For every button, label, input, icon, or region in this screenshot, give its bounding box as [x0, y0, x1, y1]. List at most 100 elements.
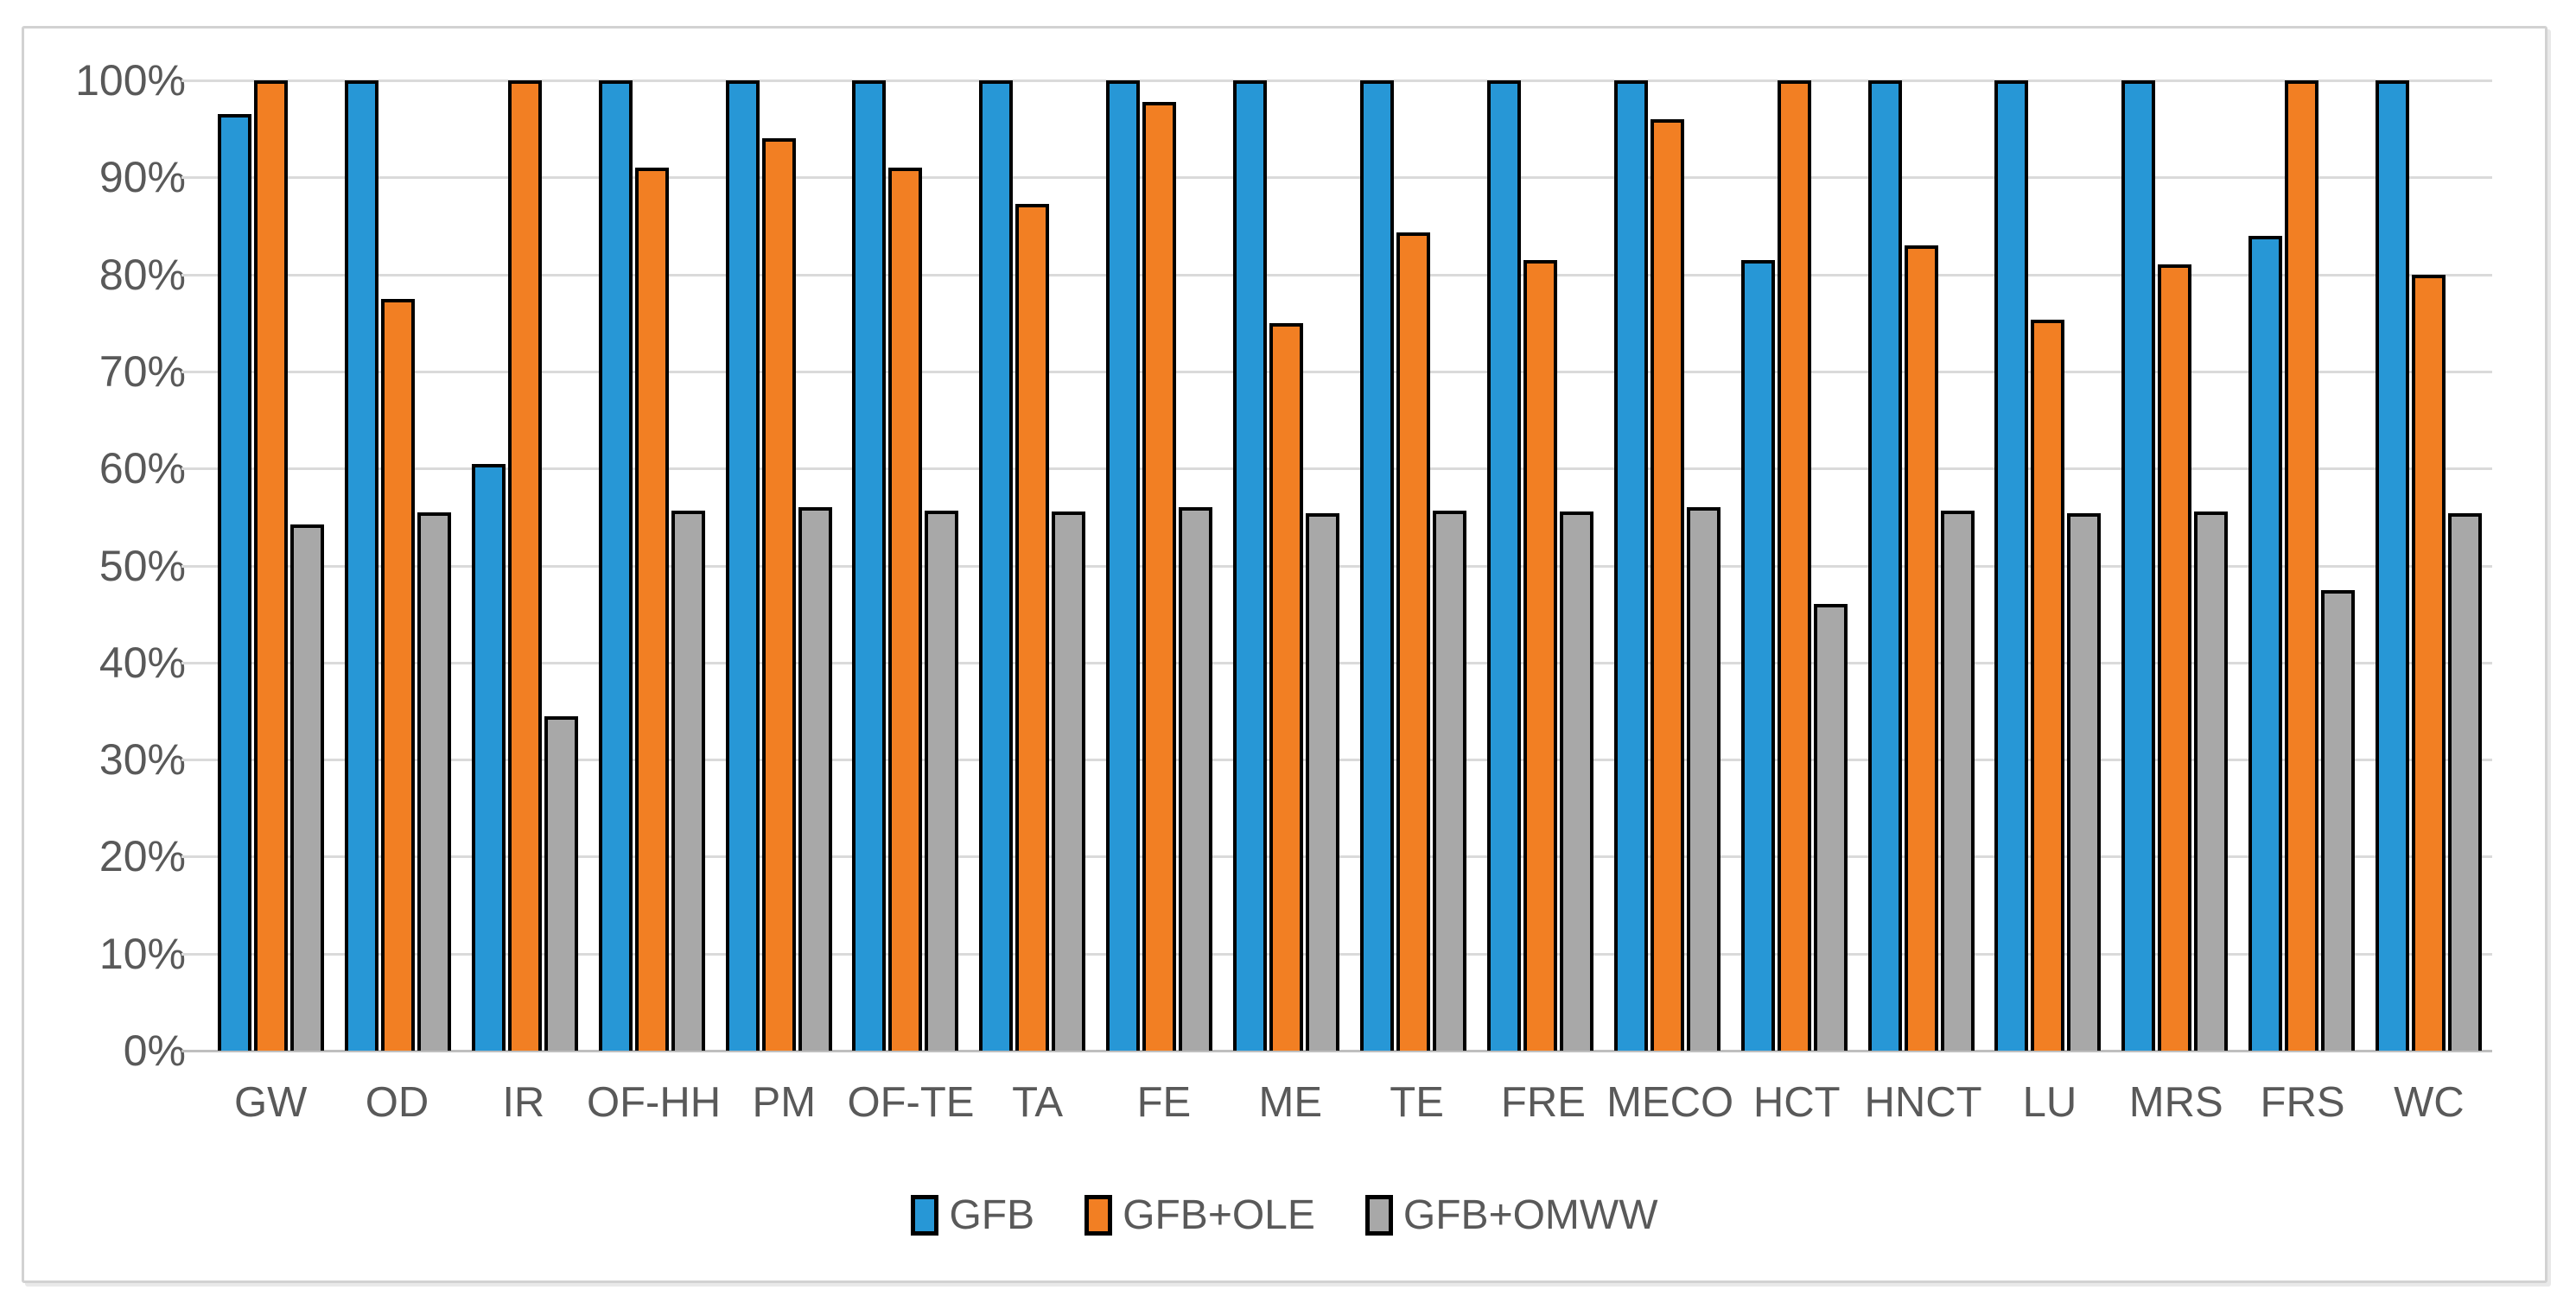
- x-tick-label-ME: ME: [1258, 1079, 1323, 1126]
- legend-swatch-icon: [1084, 1195, 1113, 1236]
- bar-group-FRE: [1477, 80, 1604, 1051]
- bar-group-PM: [716, 80, 843, 1051]
- bar-GFB+OLE-ME: [1269, 322, 1304, 1051]
- bar-GFB+OMWW-HNCT: [1940, 510, 1975, 1051]
- bar-group-HCT: [1731, 80, 1858, 1051]
- legend-label: GFB+OLE: [1123, 1192, 1315, 1238]
- bar-GFB+OMWW-OD: [417, 512, 451, 1051]
- y-tick-label-0%: 0%: [123, 1026, 186, 1075]
- bar-GFB-FRS: [2248, 235, 2283, 1051]
- bar-GFB-TA: [979, 80, 1014, 1051]
- bar-GFB-MRS: [2121, 80, 2156, 1051]
- legend-item-GFB+OMWW: GFB+OMWW: [1364, 1191, 1658, 1239]
- bar-GFB-IR: [471, 463, 506, 1051]
- bar-GFB+OMWW-IR: [544, 715, 578, 1051]
- bar-GFB-OF-TE: [852, 80, 887, 1051]
- bar-GFB-HNCT: [1867, 80, 1902, 1051]
- bar-group-GW: [207, 80, 334, 1051]
- bar-GFB-FRE: [1486, 80, 1521, 1051]
- legend-item-GFB+OLE: GFB+OLE: [1084, 1191, 1315, 1239]
- bar-GFB+OMWW-TE: [1432, 510, 1466, 1051]
- bar-GFB+OLE-MECO: [1650, 118, 1684, 1051]
- gridline-70%: [181, 370, 2492, 373]
- bar-group-FE: [1096, 80, 1223, 1051]
- bar-GFB+OLE-PM: [761, 138, 796, 1051]
- x-tick-label-OF-TE: OF-TE: [847, 1079, 975, 1126]
- bar-GFB+OLE-OF-TE: [888, 168, 923, 1051]
- bar-GFB+OLE-FRE: [1523, 259, 1557, 1051]
- bar-group-OF-TE: [842, 80, 969, 1051]
- bar-GFB+OLE-FE: [1142, 101, 1177, 1051]
- bar-group-ME: [1223, 80, 1350, 1051]
- x-tick-label-TE: TE: [1390, 1079, 1444, 1126]
- bar-GFB-OD: [344, 80, 378, 1051]
- bar-group-MRS: [2111, 80, 2238, 1051]
- bar-GFB+OLE-WC: [2412, 274, 2446, 1051]
- x-tick-label-PM: PM: [752, 1079, 817, 1126]
- bar-GFB-GW: [217, 114, 251, 1051]
- y-tick-label-60%: 60%: [99, 444, 186, 493]
- bar-GFB+OMWW-MRS: [2194, 511, 2229, 1051]
- gridline-80%: [181, 273, 2492, 276]
- plot-area: [181, 79, 2492, 1052]
- bar-GFB+OMWW-FRE: [1559, 511, 1593, 1051]
- x-tick-label-WC: WC: [2394, 1079, 2465, 1126]
- bar-GFB+OLE-OD: [380, 298, 415, 1051]
- y-tick-label-50%: 50%: [99, 541, 186, 590]
- y-tick-label-80%: 80%: [99, 250, 186, 299]
- bar-GFB+OMWW-FRS: [2321, 589, 2356, 1051]
- bar-GFB+OLE-FRS: [2285, 80, 2319, 1051]
- gridline-60%: [181, 467, 2492, 471]
- bar-GFB+OMWW-OF-HH: [671, 510, 705, 1051]
- x-axis-line: [181, 1050, 2492, 1052]
- x-tick-label-MRS: MRS: [2128, 1079, 2223, 1126]
- bar-group-OD: [334, 80, 461, 1051]
- x-tick-label-OD: OD: [365, 1079, 429, 1126]
- legend-swatch-icon: [1364, 1195, 1393, 1236]
- bar-GFB+OLE-LU: [2031, 320, 2065, 1051]
- x-tick-label-IR: IR: [502, 1079, 545, 1126]
- legend-label: GFB: [949, 1192, 1035, 1238]
- x-tick-label-HCT: HCT: [1752, 1079, 1841, 1126]
- legend-label: GFB+OMWW: [1402, 1192, 1658, 1238]
- bar-GFB+OMWW-TA: [1052, 511, 1086, 1051]
- x-tick-label-FRS: FRS: [2260, 1079, 2345, 1126]
- bar-GFB+OLE-HNCT: [1904, 245, 1938, 1051]
- x-tick-label-OF-HH: OF-HH: [586, 1079, 722, 1126]
- bar-GFB-MECO: [1613, 80, 1648, 1051]
- bar-GFB+OLE-IR: [507, 80, 542, 1051]
- bar-GFB+OLE-MRS: [2158, 264, 2192, 1051]
- bar-GFB+OMWW-WC: [2448, 512, 2483, 1051]
- gridline-90%: [181, 176, 2492, 180]
- x-tick-label-FRE: FRE: [1500, 1079, 1586, 1126]
- x-tick-label-FE: FE: [1136, 1079, 1192, 1126]
- bar-group-HNCT: [1858, 80, 1985, 1051]
- bar-group-WC: [2365, 80, 2492, 1051]
- bar-group-TA: [969, 80, 1096, 1051]
- bar-group-LU: [1984, 80, 2111, 1051]
- bar-GFB-OF-HH: [598, 80, 633, 1051]
- x-tick-label-LU: LU: [2022, 1079, 2077, 1126]
- x-tick-label-TA: TA: [1012, 1079, 1064, 1126]
- bar-GFB-FE: [1106, 80, 1141, 1051]
- bar-GFB+OMWW-GW: [289, 524, 324, 1051]
- bar-GFB+OMWW-ME: [1306, 512, 1340, 1051]
- chart-legend: GFB GFB+OLE GFB+OMWW: [22, 1191, 2547, 1239]
- bar-GFB+OMWW-FE: [1179, 507, 1213, 1051]
- bar-GFB+OLE-GW: [253, 80, 288, 1051]
- x-tick-label-HNCT: HNCT: [1864, 1079, 1982, 1126]
- bar-group-MECO: [1604, 80, 1731, 1051]
- bar-GFB+OLE-OF-HH: [634, 168, 669, 1051]
- bar-GFB+OMWW-MECO: [1686, 507, 1721, 1051]
- y-tick-label-100%: 100%: [75, 56, 186, 105]
- bar-GFB+OMWW-HCT: [1813, 604, 1848, 1051]
- bar-group-FRS: [2238, 80, 2365, 1051]
- bar-GFB-WC: [2376, 80, 2410, 1051]
- legend-item-GFB: GFB: [911, 1191, 1034, 1239]
- bar-GFB+OMWW-LU: [2067, 512, 2102, 1051]
- bar-GFB-HCT: [1740, 259, 1775, 1051]
- y-tick-label-20%: 20%: [99, 832, 186, 881]
- y-tick-label-10%: 10%: [99, 929, 186, 978]
- y-tick-label-70%: 70%: [99, 346, 186, 396]
